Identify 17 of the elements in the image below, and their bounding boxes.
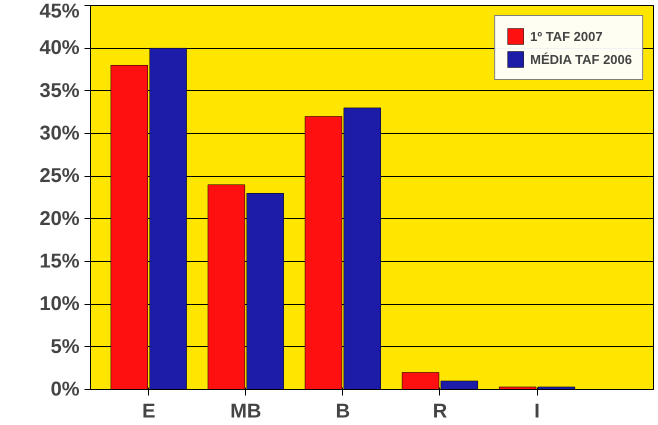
y-tick-label: 35% [39,80,80,102]
x-tick-label: MB [230,400,262,422]
y-tick-label: 30% [39,122,80,144]
y-tick-label: 20% [39,208,80,230]
y-tick-label: 40% [39,37,80,60]
x-tick-label: I [534,400,540,422]
y-tick-label: 10% [39,293,80,316]
y-tick-label: 0% [50,378,80,400]
y-tick-label: 25% [39,165,80,188]
x-tick-label: E [142,400,156,422]
legend-label: MÉDIA TAF 2006 [530,52,632,66]
legend-label: 1º TAF 2007 [530,28,603,44]
y-tick-label: 5% [50,336,80,358]
x-tick-label: B [336,400,350,422]
y-tick-label: 45% [39,0,80,22]
y-tick-label: 15% [39,250,80,272]
x-tick-label: R [432,400,448,422]
